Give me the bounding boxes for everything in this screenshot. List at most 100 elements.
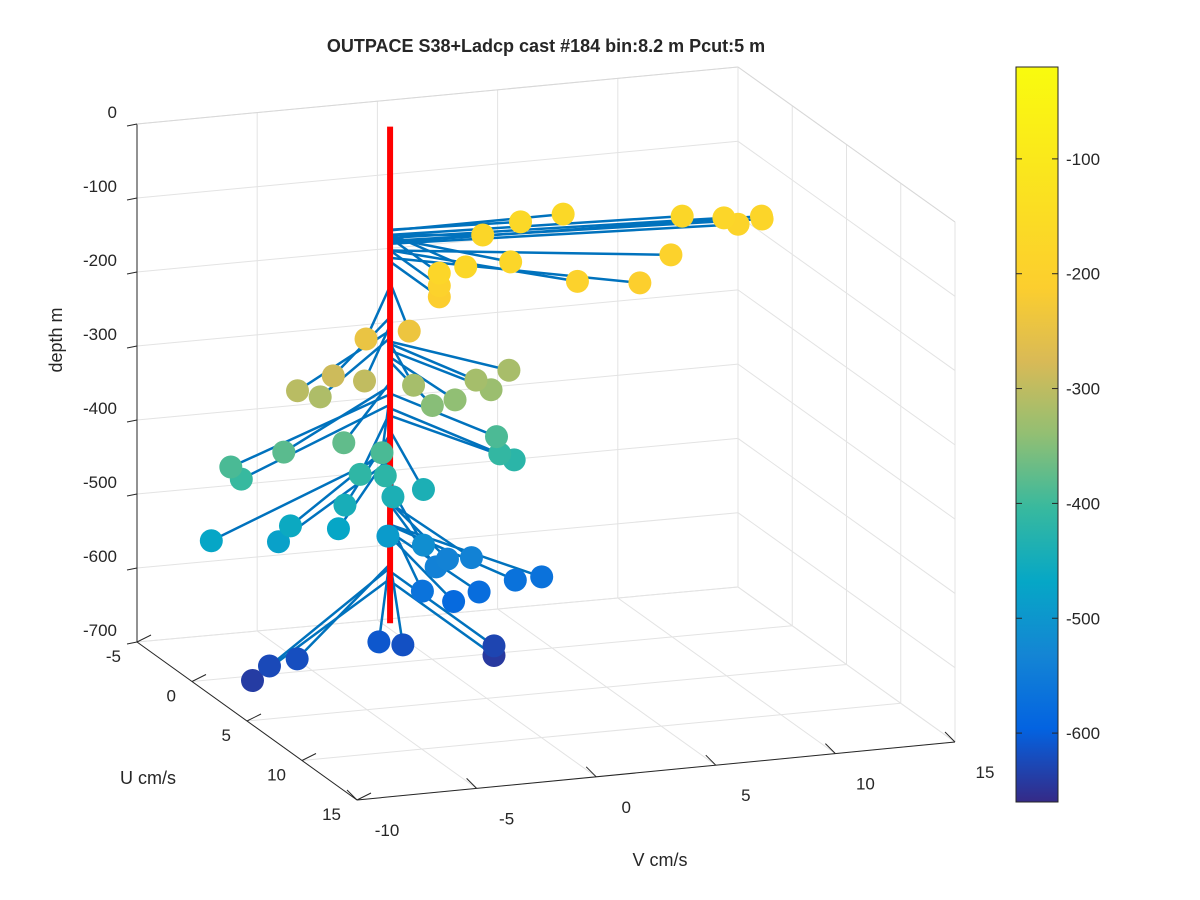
side-wall-gridline xyxy=(737,140,956,297)
data-point-marker xyxy=(348,462,372,486)
z-tick-mark xyxy=(126,641,138,645)
data-point-marker xyxy=(420,394,444,418)
data-point-marker xyxy=(712,206,736,230)
velocity-stem xyxy=(389,249,578,283)
velocity-stem xyxy=(389,407,501,455)
v-tick-label: -5 xyxy=(499,809,514,828)
z-tick-label: -700 xyxy=(83,621,117,640)
top-back-edge xyxy=(136,66,739,125)
v-tick-label: 15 xyxy=(976,763,995,782)
u-tick-mark xyxy=(246,713,262,722)
side-wall-gridline xyxy=(737,289,956,446)
data-point-marker xyxy=(272,440,296,464)
u-tick-label: -5 xyxy=(106,647,121,666)
data-point-marker xyxy=(199,529,223,553)
data-point-marker xyxy=(750,207,774,231)
velocity-stem xyxy=(283,385,391,454)
data-point-marker xyxy=(354,327,378,351)
velocity-stem xyxy=(296,563,391,660)
v-tick-label: -10 xyxy=(375,821,400,840)
velocity-stem xyxy=(230,393,391,469)
data-point-marker xyxy=(459,546,483,570)
data-point-marker xyxy=(370,441,394,465)
side-wall-gridline xyxy=(737,512,956,669)
v-tick-mark xyxy=(825,743,836,754)
z-tick-label: -400 xyxy=(83,399,117,418)
data-point-marker xyxy=(454,255,478,279)
u-tick-label: 5 xyxy=(222,726,231,745)
data-point-marker xyxy=(488,442,512,466)
data-point-marker xyxy=(497,358,521,382)
data-point-marker xyxy=(308,385,332,409)
colorbar-tick-label: -300 xyxy=(1066,380,1100,399)
colorbar-tick-label: -600 xyxy=(1066,724,1100,743)
v-tick-mark xyxy=(466,778,477,789)
velocity-stem xyxy=(240,403,391,481)
y-axis-label: U cm/s xyxy=(120,768,176,788)
u-tick-mark xyxy=(191,674,207,682)
z-tick-mark xyxy=(126,197,138,201)
data-point-marker xyxy=(482,634,506,658)
data-point-marker xyxy=(442,590,466,614)
z-tick-label: -600 xyxy=(83,547,117,566)
v-tick-label: 10 xyxy=(856,775,875,794)
data-point-marker xyxy=(402,373,426,397)
velocity-stem xyxy=(390,220,521,231)
velocity-stem xyxy=(389,232,467,269)
data-point-marker xyxy=(241,669,264,693)
v-tick-mark xyxy=(944,731,956,743)
data-point-marker xyxy=(485,425,509,449)
grid-lines xyxy=(136,66,956,801)
data-point-marker xyxy=(257,654,281,678)
colorbar-frame xyxy=(1015,66,1059,803)
side-wall-gridline xyxy=(737,438,956,594)
colorbar: -100 -200 -300 -400 -500 -600 xyxy=(1015,66,1100,803)
colorbar-ticks: -100 -200 -300 -400 -500 -600 xyxy=(1016,150,1100,743)
floor-gridline xyxy=(301,702,901,761)
v-tick-mark xyxy=(585,766,597,778)
z-tick-mark xyxy=(126,271,138,275)
data-point-marker xyxy=(427,261,451,285)
u-tick-mark xyxy=(356,792,372,801)
x-axis-label: V cm/s xyxy=(632,850,687,870)
data-point-marker xyxy=(333,493,357,517)
data-point-marker xyxy=(266,530,290,554)
u-tick-mark xyxy=(136,634,152,643)
data-markers xyxy=(199,202,774,693)
u-tick-mark xyxy=(301,753,317,761)
colorbar-tick-label: -200 xyxy=(1066,265,1100,284)
v-axis-line xyxy=(356,741,956,801)
v-tick-mark xyxy=(346,789,358,801)
data-point-marker xyxy=(565,269,589,293)
data-point-marker xyxy=(499,250,523,274)
data-point-marker xyxy=(411,533,435,557)
z-tick-mark xyxy=(126,493,138,497)
data-point-marker xyxy=(503,568,527,592)
colorbar-gradient xyxy=(1016,67,1058,802)
colorbar-tick-label: -100 xyxy=(1066,150,1100,169)
z-axis-label: depth m xyxy=(46,307,66,372)
v-tick-mark xyxy=(705,754,717,766)
data-point-marker xyxy=(509,210,533,234)
data-point-marker xyxy=(285,647,309,671)
data-point-marker xyxy=(471,223,495,247)
back-wall-gridline xyxy=(136,289,739,347)
data-point-marker xyxy=(278,514,302,538)
data-point-marker xyxy=(219,455,243,479)
z-tick-mark xyxy=(126,123,138,127)
z-tick-label: -500 xyxy=(83,473,117,492)
data-point-marker xyxy=(410,579,434,603)
z-tick-label: -100 xyxy=(83,177,117,196)
z-tick-mark xyxy=(126,419,138,423)
velocity-stem xyxy=(389,342,477,382)
velocity-stem xyxy=(342,381,392,444)
data-point-marker xyxy=(397,319,421,343)
z-tick-label: -300 xyxy=(83,325,117,344)
data-point-marker xyxy=(659,243,683,267)
data-point-marker xyxy=(373,464,397,488)
tick-labels: 0-100-200-300-400-500-600-700-5051015-10… xyxy=(83,103,994,840)
side-wall-gridline xyxy=(737,215,956,371)
top-side-edge xyxy=(737,66,956,223)
data-point-marker xyxy=(551,202,575,226)
